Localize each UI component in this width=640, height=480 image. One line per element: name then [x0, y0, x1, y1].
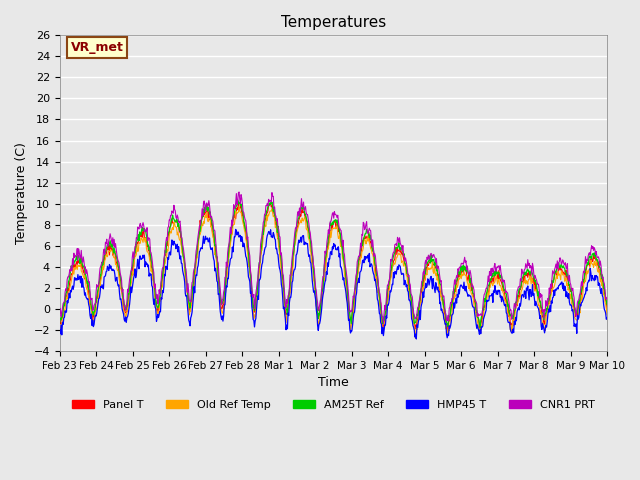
X-axis label: Time: Time	[318, 376, 349, 389]
Legend: Panel T, Old Ref Temp, AM25T Ref, HMP45 T, CNR1 PRT: Panel T, Old Ref Temp, AM25T Ref, HMP45 …	[68, 396, 599, 415]
Y-axis label: Temperature (C): Temperature (C)	[15, 142, 28, 244]
Text: VR_met: VR_met	[71, 41, 124, 54]
Title: Temperatures: Temperatures	[281, 15, 386, 30]
